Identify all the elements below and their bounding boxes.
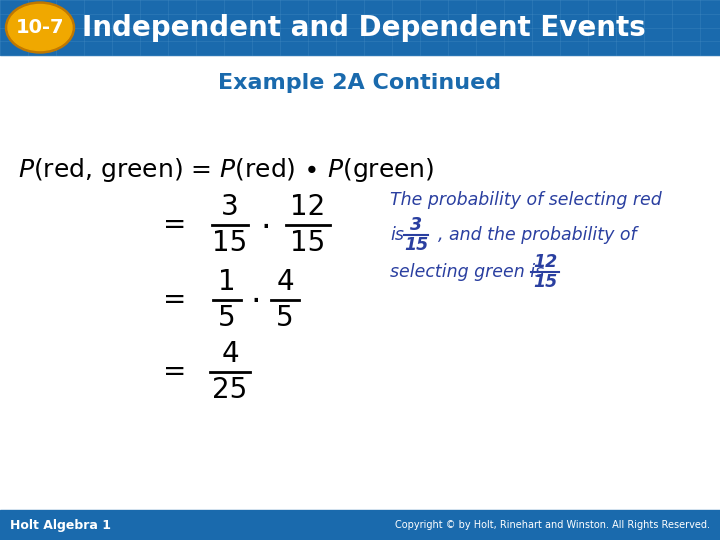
Text: 4: 4	[221, 340, 239, 368]
Text: 15: 15	[212, 229, 248, 257]
Text: $\cdot$: $\cdot$	[261, 208, 269, 241]
Text: =: =	[163, 211, 186, 239]
Text: selecting green is: selecting green is	[390, 263, 544, 281]
Text: Independent and Dependent Events: Independent and Dependent Events	[82, 14, 646, 42]
Bar	[0, 510, 720, 540]
Text: Copyright © by Holt, Rinehart and Winston. All Rights Reserved.: Copyright © by Holt, Rinehart and Winsto…	[395, 520, 710, 530]
Text: =: =	[163, 358, 186, 386]
Ellipse shape	[6, 2, 74, 53]
Text: =: =	[163, 286, 186, 314]
Text: is: is	[390, 226, 404, 244]
Text: 5: 5	[276, 304, 294, 332]
Bar	[0, 0, 720, 55]
Text: 15: 15	[533, 273, 557, 291]
Text: 3: 3	[221, 193, 239, 221]
Text: $\cdot$: $\cdot$	[251, 284, 259, 316]
Text: $\mathit{P}$(red, green) = $\mathit{P}$(red) $\bullet$ $\mathit{P}$(green): $\mathit{P}$(red, green) = $\mathit{P}$(…	[18, 156, 434, 184]
Text: 15: 15	[404, 236, 428, 254]
Text: 4: 4	[276, 268, 294, 296]
Text: Example 2A Continued: Example 2A Continued	[218, 73, 502, 93]
Text: 5: 5	[218, 304, 236, 332]
Ellipse shape	[8, 4, 72, 51]
Text: 10-7: 10-7	[16, 18, 64, 37]
Text: , and the probability of: , and the probability of	[438, 226, 636, 244]
Text: The probability of selecting red: The probability of selecting red	[390, 191, 662, 209]
Text: Holt Algebra 1: Holt Algebra 1	[10, 518, 111, 531]
Text: 15: 15	[290, 229, 325, 257]
Text: 1: 1	[218, 268, 236, 296]
Text: 12: 12	[533, 253, 557, 271]
Text: 25: 25	[212, 376, 248, 404]
Text: 12: 12	[290, 193, 325, 221]
Text: 3: 3	[410, 216, 422, 234]
